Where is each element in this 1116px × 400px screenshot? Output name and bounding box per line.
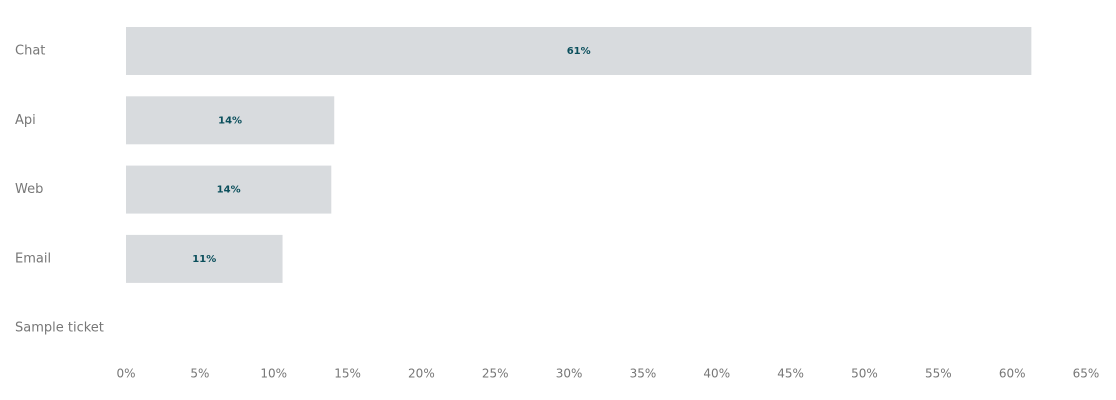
bar bbox=[126, 165, 332, 214]
x-tick-label: 10% bbox=[260, 367, 287, 381]
x-tick-label: 0% bbox=[116, 367, 135, 381]
x-tick-label: 25% bbox=[482, 367, 509, 381]
category-label: Chat bbox=[15, 44, 45, 59]
x-tick-label: 5% bbox=[190, 367, 209, 381]
value-label: 11% bbox=[192, 254, 216, 265]
bar bbox=[126, 27, 1032, 75]
x-tick-label: 40% bbox=[703, 367, 730, 381]
bar bbox=[126, 234, 283, 283]
x-tick-label: 15% bbox=[334, 367, 361, 381]
x-tick-label: 20% bbox=[408, 367, 435, 381]
category-label: Api bbox=[15, 113, 36, 128]
value-label: 61% bbox=[567, 46, 591, 57]
x-tick-label: 35% bbox=[630, 367, 657, 381]
x-tick-label: 60% bbox=[999, 367, 1026, 381]
category-label: Sample ticket bbox=[15, 321, 104, 336]
x-tick-label: 65% bbox=[1073, 367, 1100, 381]
value-label: 14% bbox=[217, 185, 241, 196]
bar bbox=[126, 96, 335, 145]
x-tick-label: 45% bbox=[777, 367, 804, 381]
category-label: Web bbox=[15, 182, 43, 197]
value-label: 14% bbox=[218, 115, 242, 126]
x-tick-label: 50% bbox=[851, 367, 878, 381]
category-label: Email bbox=[15, 251, 51, 266]
x-tick-label: 55% bbox=[925, 367, 952, 381]
x-tick-label: 30% bbox=[556, 367, 583, 381]
